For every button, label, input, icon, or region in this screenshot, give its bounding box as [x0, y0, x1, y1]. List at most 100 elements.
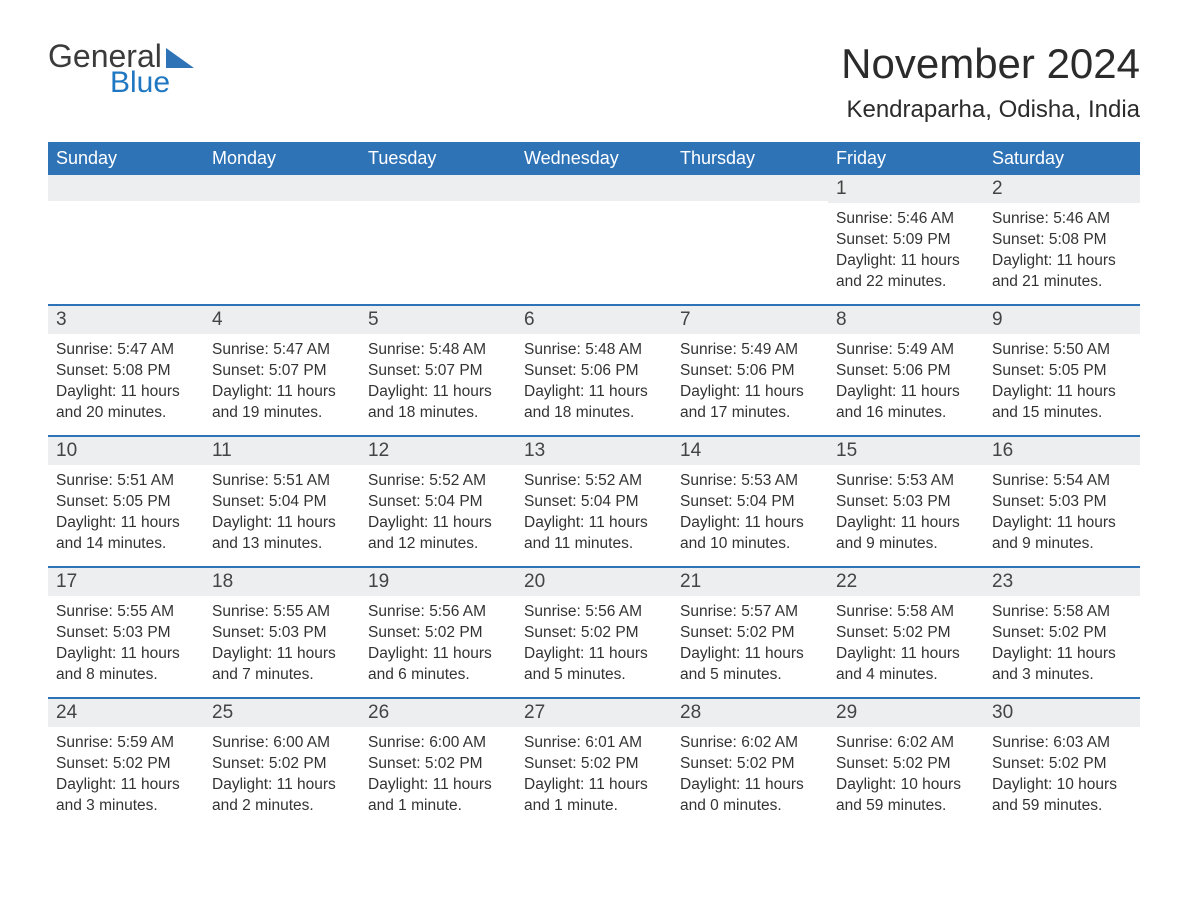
daylight-label: Daylight:	[524, 514, 584, 531]
daylight-label: Daylight:	[836, 383, 896, 400]
calendar-week-row: 10Sunrise: 5:51 AMSunset: 5:05 PMDayligh…	[48, 437, 1140, 567]
sunrise-label: Sunrise:	[368, 603, 425, 620]
day-details: Sunrise: 5:50 AMSunset: 5:05 PMDaylight:…	[984, 334, 1140, 434]
sunset-value: 5:08 PM	[1049, 231, 1107, 248]
day-sunset-line: Sunset: 5:06 PM	[680, 361, 820, 382]
sunrise-label: Sunrise:	[680, 603, 737, 620]
calendar-day-cell: 29Sunrise: 6:02 AMSunset: 5:02 PMDayligh…	[828, 699, 984, 829]
sunset-value: 5:04 PM	[737, 493, 795, 510]
day-number: 10	[48, 437, 204, 465]
day-sunrise-line: Sunrise: 5:58 AM	[836, 602, 976, 623]
day-daylight-line: Daylight: 11 hours and 19 minutes.	[212, 382, 352, 424]
day-daylight-line: Daylight: 11 hours and 5 minutes.	[524, 644, 664, 686]
daylight-label: Daylight:	[992, 514, 1052, 531]
sunrise-value: 5:51 AM	[273, 472, 330, 489]
day-sunset-line: Sunset: 5:04 PM	[368, 492, 508, 513]
day-details: Sunrise: 5:47 AMSunset: 5:08 PMDaylight:…	[48, 334, 204, 434]
sunset-label: Sunset:	[836, 362, 889, 379]
sunrise-label: Sunrise:	[524, 734, 581, 751]
sunrise-value: 5:59 AM	[117, 734, 174, 751]
day-sunset-line: Sunset: 5:04 PM	[212, 492, 352, 513]
day-daylight-line: Daylight: 11 hours and 2 minutes.	[212, 775, 352, 817]
calendar-day-cell	[672, 175, 828, 305]
sunset-value: 5:04 PM	[269, 493, 327, 510]
day-daylight-line: Daylight: 11 hours and 10 minutes.	[680, 513, 820, 555]
day-details: Sunrise: 5:52 AMSunset: 5:04 PMDaylight:…	[360, 465, 516, 565]
day-sunrise-line: Sunrise: 5:46 AM	[836, 209, 976, 230]
sunset-label: Sunset:	[212, 493, 265, 510]
sunrise-value: 5:47 AM	[117, 341, 174, 358]
day-daylight-line: Daylight: 11 hours and 21 minutes.	[992, 251, 1132, 293]
day-sunset-line: Sunset: 5:05 PM	[992, 361, 1132, 382]
calendar-day-cell	[516, 175, 672, 305]
sunrise-value: 5:55 AM	[273, 603, 330, 620]
daylight-label: Daylight:	[836, 252, 896, 269]
sunrise-label: Sunrise:	[992, 472, 1049, 489]
day-number: 15	[828, 437, 984, 465]
calendar-day-cell: 10Sunrise: 5:51 AMSunset: 5:05 PMDayligh…	[48, 437, 204, 567]
sunset-value: 5:06 PM	[581, 362, 639, 379]
sunset-value: 5:02 PM	[893, 755, 951, 772]
sunrise-label: Sunrise:	[992, 603, 1049, 620]
day-sunrise-line: Sunrise: 5:57 AM	[680, 602, 820, 623]
daylight-label: Daylight:	[524, 645, 584, 662]
day-daylight-line: Daylight: 11 hours and 16 minutes.	[836, 382, 976, 424]
sunset-value: 5:06 PM	[893, 362, 951, 379]
day-details: Sunrise: 5:55 AMSunset: 5:03 PMDaylight:…	[204, 596, 360, 696]
day-sunrise-line: Sunrise: 5:48 AM	[524, 340, 664, 361]
sunset-label: Sunset:	[524, 362, 577, 379]
calendar-day-cell: 13Sunrise: 5:52 AMSunset: 5:04 PMDayligh…	[516, 437, 672, 567]
daylight-label: Daylight:	[836, 514, 896, 531]
day-details: Sunrise: 5:51 AMSunset: 5:05 PMDaylight:…	[48, 465, 204, 565]
day-number: 7	[672, 306, 828, 334]
sunrise-value: 5:52 AM	[585, 472, 642, 489]
calendar-day-cell	[360, 175, 516, 305]
sunrise-label: Sunrise:	[212, 472, 269, 489]
day-sunrise-line: Sunrise: 5:48 AM	[368, 340, 508, 361]
sunrise-value: 5:53 AM	[897, 472, 954, 489]
calendar-day-cell: 20Sunrise: 5:56 AMSunset: 5:02 PMDayligh…	[516, 568, 672, 698]
day-daylight-line: Daylight: 11 hours and 3 minutes.	[56, 775, 196, 817]
sunrise-value: 5:49 AM	[741, 341, 798, 358]
sunrise-label: Sunrise:	[56, 472, 113, 489]
daylight-label: Daylight:	[680, 776, 740, 793]
day-sunrise-line: Sunrise: 6:02 AM	[836, 733, 976, 754]
sunrise-label: Sunrise:	[368, 341, 425, 358]
calendar-day-cell: 26Sunrise: 6:00 AMSunset: 5:02 PMDayligh…	[360, 699, 516, 829]
sunrise-label: Sunrise:	[56, 603, 113, 620]
sunrise-value: 5:56 AM	[429, 603, 486, 620]
sunset-label: Sunset:	[212, 362, 265, 379]
sunrise-value: 5:58 AM	[897, 603, 954, 620]
sunset-label: Sunset:	[56, 755, 109, 772]
day-details: Sunrise: 5:58 AMSunset: 5:02 PMDaylight:…	[984, 596, 1140, 696]
day-daylight-line: Daylight: 11 hours and 1 minute.	[368, 775, 508, 817]
calendar-day-cell: 16Sunrise: 5:54 AMSunset: 5:03 PMDayligh…	[984, 437, 1140, 567]
sunrise-value: 6:00 AM	[429, 734, 486, 751]
day-daylight-line: Daylight: 11 hours and 18 minutes.	[368, 382, 508, 424]
sunrise-value: 5:48 AM	[429, 341, 486, 358]
day-sunset-line: Sunset: 5:02 PM	[680, 754, 820, 775]
daylight-label: Daylight:	[680, 383, 740, 400]
weekday-header-row: SundayMondayTuesdayWednesdayThursdayFrid…	[48, 142, 1140, 175]
day-sunrise-line: Sunrise: 5:54 AM	[992, 471, 1132, 492]
day-number: 28	[672, 699, 828, 727]
day-details: Sunrise: 5:53 AMSunset: 5:03 PMDaylight:…	[828, 465, 984, 565]
calendar-table: SundayMondayTuesdayWednesdayThursdayFrid…	[48, 142, 1140, 829]
day-number: 25	[204, 699, 360, 727]
calendar-day-cell	[48, 175, 204, 305]
day-sunrise-line: Sunrise: 6:02 AM	[680, 733, 820, 754]
sunrise-label: Sunrise:	[368, 734, 425, 751]
sunset-value: 5:04 PM	[425, 493, 483, 510]
sunset-label: Sunset:	[368, 624, 421, 641]
daylight-label: Daylight:	[368, 514, 428, 531]
sunrise-label: Sunrise:	[212, 341, 269, 358]
daylight-label: Daylight:	[836, 776, 896, 793]
sunset-label: Sunset:	[992, 493, 1045, 510]
day-sunrise-line: Sunrise: 6:03 AM	[992, 733, 1132, 754]
day-daylight-line: Daylight: 11 hours and 3 minutes.	[992, 644, 1132, 686]
day-sunset-line: Sunset: 5:02 PM	[992, 754, 1132, 775]
weekday-header: Monday	[204, 142, 360, 175]
sunrise-label: Sunrise:	[212, 734, 269, 751]
day-sunset-line: Sunset: 5:08 PM	[56, 361, 196, 382]
day-sunset-line: Sunset: 5:06 PM	[836, 361, 976, 382]
